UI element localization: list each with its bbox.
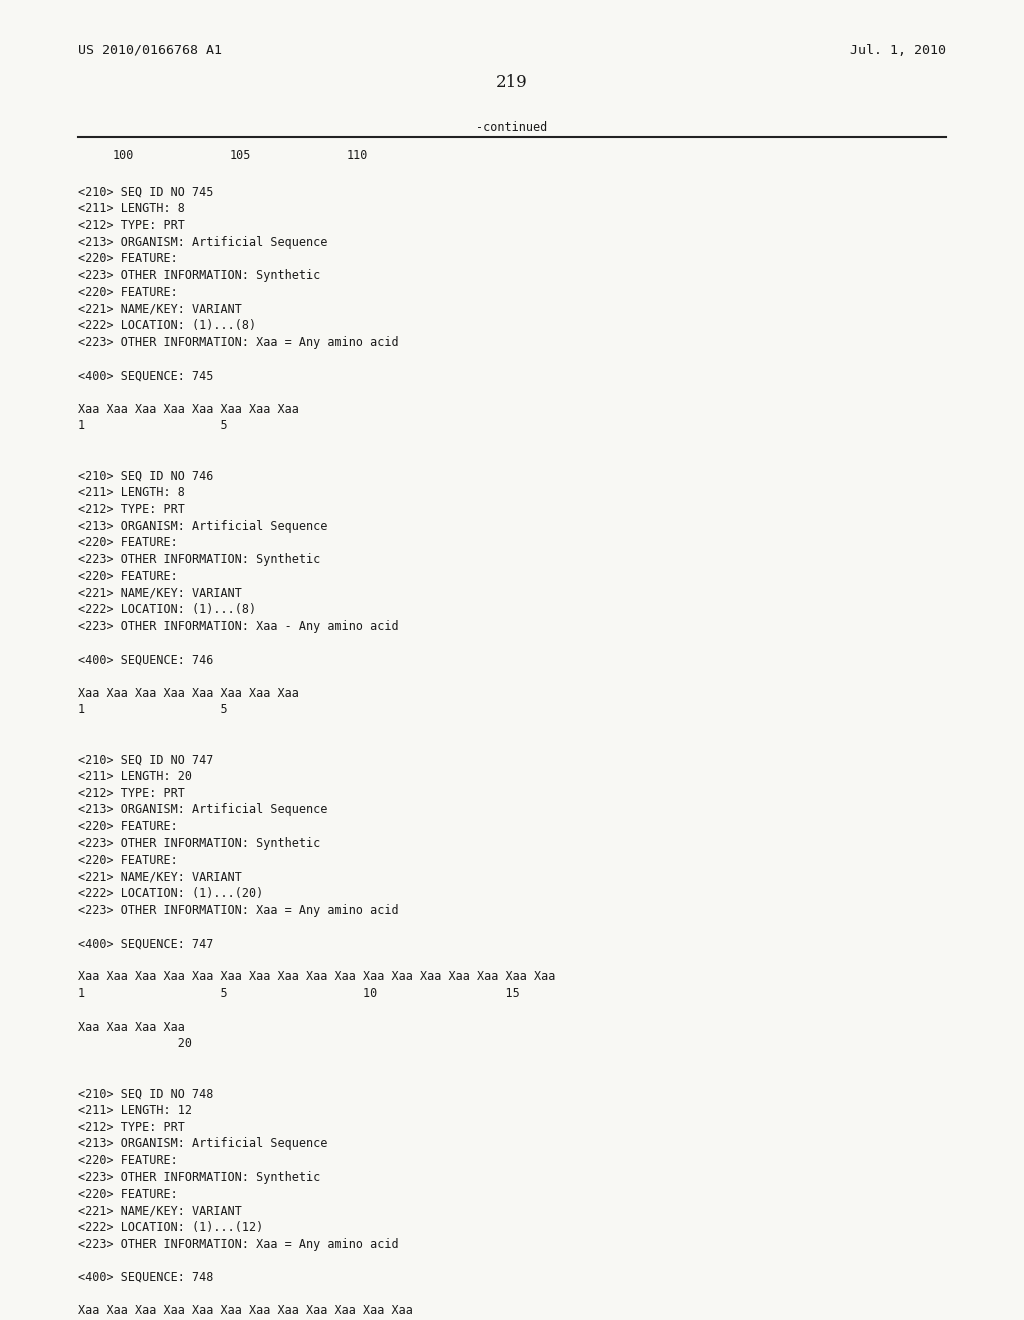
- Text: 100: 100: [113, 149, 134, 162]
- Text: 105: 105: [230, 149, 251, 162]
- Text: <220> FEATURE:: <220> FEATURE:: [78, 570, 178, 582]
- Text: -continued: -continued: [476, 121, 548, 135]
- Text: <223> OTHER INFORMATION: Xaa = Any amino acid: <223> OTHER INFORMATION: Xaa = Any amino…: [78, 335, 398, 348]
- Text: US 2010/0166768 A1: US 2010/0166768 A1: [78, 44, 222, 57]
- Text: <222> LOCATION: (1)...(8): <222> LOCATION: (1)...(8): [78, 319, 256, 333]
- Text: <222> LOCATION: (1)...(8): <222> LOCATION: (1)...(8): [78, 603, 256, 616]
- Text: <220> FEATURE:: <220> FEATURE:: [78, 252, 178, 265]
- Text: <212> TYPE: PRT: <212> TYPE: PRT: [78, 787, 185, 800]
- Text: Xaa Xaa Xaa Xaa Xaa Xaa Xaa Xaa: Xaa Xaa Xaa Xaa Xaa Xaa Xaa Xaa: [78, 686, 299, 700]
- Text: <223> OTHER INFORMATION: Synthetic: <223> OTHER INFORMATION: Synthetic: [78, 553, 321, 566]
- Text: Xaa Xaa Xaa Xaa Xaa Xaa Xaa Xaa Xaa Xaa Xaa Xaa Xaa Xaa Xaa Xaa Xaa: Xaa Xaa Xaa Xaa Xaa Xaa Xaa Xaa Xaa Xaa …: [78, 970, 555, 983]
- Text: <222> LOCATION: (1)...(20): <222> LOCATION: (1)...(20): [78, 887, 263, 900]
- Text: 110: 110: [347, 149, 369, 162]
- Text: <223> OTHER INFORMATION: Synthetic: <223> OTHER INFORMATION: Synthetic: [78, 269, 321, 282]
- Text: <213> ORGANISM: Artificial Sequence: <213> ORGANISM: Artificial Sequence: [78, 520, 328, 532]
- Text: <220> FEATURE:: <220> FEATURE:: [78, 1188, 178, 1200]
- Text: <210> SEQ ID NO 747: <210> SEQ ID NO 747: [78, 754, 213, 767]
- Text: <212> TYPE: PRT: <212> TYPE: PRT: [78, 219, 185, 232]
- Text: Xaa Xaa Xaa Xaa Xaa Xaa Xaa Xaa: Xaa Xaa Xaa Xaa Xaa Xaa Xaa Xaa: [78, 403, 299, 416]
- Text: <220> FEATURE:: <220> FEATURE:: [78, 820, 178, 833]
- Text: <212> TYPE: PRT: <212> TYPE: PRT: [78, 503, 185, 516]
- Text: <223> OTHER INFORMATION: Xaa = Any amino acid: <223> OTHER INFORMATION: Xaa = Any amino…: [78, 1238, 398, 1250]
- Text: <210> SEQ ID NO 745: <210> SEQ ID NO 745: [78, 186, 213, 198]
- Text: <221> NAME/KEY: VARIANT: <221> NAME/KEY: VARIANT: [78, 302, 242, 315]
- Text: 219: 219: [496, 74, 528, 91]
- Text: <211> LENGTH: 20: <211> LENGTH: 20: [78, 770, 193, 783]
- Text: <223> OTHER INFORMATION: Xaa = Any amino acid: <223> OTHER INFORMATION: Xaa = Any amino…: [78, 904, 398, 916]
- Text: Xaa Xaa Xaa Xaa Xaa Xaa Xaa Xaa Xaa Xaa Xaa Xaa: Xaa Xaa Xaa Xaa Xaa Xaa Xaa Xaa Xaa Xaa …: [78, 1304, 413, 1317]
- Text: 1                   5                   10                  15: 1 5 10 15: [78, 987, 520, 1001]
- Text: <221> NAME/KEY: VARIANT: <221> NAME/KEY: VARIANT: [78, 1204, 242, 1217]
- Text: <211> LENGTH: 8: <211> LENGTH: 8: [78, 486, 185, 499]
- Text: <223> OTHER INFORMATION: Xaa - Any amino acid: <223> OTHER INFORMATION: Xaa - Any amino…: [78, 620, 398, 632]
- Text: <220> FEATURE:: <220> FEATURE:: [78, 1154, 178, 1167]
- Text: <220> FEATURE:: <220> FEATURE:: [78, 854, 178, 866]
- Text: <223> OTHER INFORMATION: Synthetic: <223> OTHER INFORMATION: Synthetic: [78, 1171, 321, 1184]
- Text: Xaa Xaa Xaa Xaa: Xaa Xaa Xaa Xaa: [78, 1020, 185, 1034]
- Text: <400> SEQUENCE: 748: <400> SEQUENCE: 748: [78, 1271, 213, 1284]
- Text: <223> OTHER INFORMATION: Synthetic: <223> OTHER INFORMATION: Synthetic: [78, 837, 321, 850]
- Text: <221> NAME/KEY: VARIANT: <221> NAME/KEY: VARIANT: [78, 870, 242, 883]
- Text: <222> LOCATION: (1)...(12): <222> LOCATION: (1)...(12): [78, 1221, 263, 1234]
- Text: <210> SEQ ID NO 748: <210> SEQ ID NO 748: [78, 1088, 213, 1101]
- Text: <211> LENGTH: 8: <211> LENGTH: 8: [78, 202, 185, 215]
- Text: 1                   5: 1 5: [78, 420, 227, 433]
- Text: <211> LENGTH: 12: <211> LENGTH: 12: [78, 1104, 193, 1117]
- Text: <213> ORGANISM: Artificial Sequence: <213> ORGANISM: Artificial Sequence: [78, 804, 328, 817]
- Text: <400> SEQUENCE: 747: <400> SEQUENCE: 747: [78, 937, 213, 950]
- Text: <210> SEQ ID NO 746: <210> SEQ ID NO 746: [78, 470, 213, 483]
- Text: <213> ORGANISM: Artificial Sequence: <213> ORGANISM: Artificial Sequence: [78, 236, 328, 248]
- Text: <400> SEQUENCE: 745: <400> SEQUENCE: 745: [78, 370, 213, 383]
- Text: 20: 20: [78, 1038, 193, 1051]
- Text: <400> SEQUENCE: 746: <400> SEQUENCE: 746: [78, 653, 213, 667]
- Text: <221> NAME/KEY: VARIANT: <221> NAME/KEY: VARIANT: [78, 586, 242, 599]
- Text: <212> TYPE: PRT: <212> TYPE: PRT: [78, 1121, 185, 1134]
- Text: 1                   5: 1 5: [78, 704, 227, 717]
- Text: <220> FEATURE:: <220> FEATURE:: [78, 536, 178, 549]
- Text: <220> FEATURE:: <220> FEATURE:: [78, 286, 178, 298]
- Text: Jul. 1, 2010: Jul. 1, 2010: [850, 44, 946, 57]
- Text: <213> ORGANISM: Artificial Sequence: <213> ORGANISM: Artificial Sequence: [78, 1138, 328, 1151]
